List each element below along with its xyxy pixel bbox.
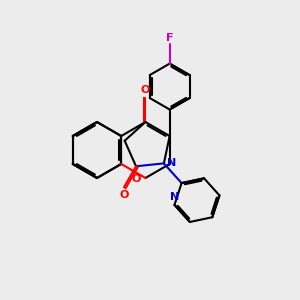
- Text: N: N: [167, 158, 177, 168]
- Text: N: N: [170, 192, 179, 202]
- Text: O: O: [119, 190, 129, 200]
- Text: O: O: [141, 85, 150, 94]
- Text: O: O: [131, 174, 141, 184]
- Text: F: F: [166, 33, 173, 43]
